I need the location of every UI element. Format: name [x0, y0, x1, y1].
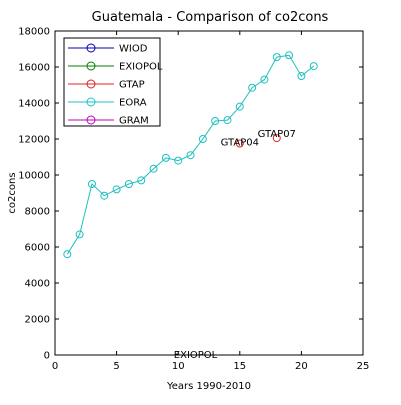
data-point-eora [272, 53, 281, 62]
y-tick-label: 16000 [18, 63, 50, 74]
x-tick-label: 25 [357, 361, 370, 372]
data-point-eora [174, 156, 183, 165]
legend-marker-eora [86, 97, 96, 107]
axis-ticks: 0 5 10 15 20 25 0 2000 4000 6000 8000 10000 12000 140… [18, 27, 369, 373]
annotation-label: EXIOPOL [174, 350, 218, 361]
legend: WIOD EXIOPOL GTAP EORA GRAM [63, 37, 163, 127]
data-point-eora [297, 72, 306, 80]
legend-label-gtap: GTAP [119, 80, 145, 91]
data-point-eora [112, 185, 121, 194]
legend-label-wiod: WIOD [119, 44, 148, 55]
y-tick-label: 6000 [25, 243, 50, 254]
chart-title: Guatemala - Comparison of co2cons [92, 10, 329, 25]
series-gtap [235, 134, 281, 148]
annotation-label: GTAP07 [258, 129, 296, 140]
data-point-eora [75, 230, 84, 239]
legend-marker-gtap [86, 79, 96, 89]
legend-marker-exiopol [86, 61, 96, 71]
data-point-eora [309, 62, 318, 71]
data-point-eora [211, 117, 220, 125]
series-eora [63, 51, 318, 259]
data-point-eora [285, 51, 294, 60]
y-tick-label: 14000 [18, 99, 50, 110]
x-tick-label: 10 [172, 361, 185, 372]
data-point-eora [87, 180, 96, 188]
legend-box [63, 37, 161, 127]
y-tick-label: 4000 [25, 279, 50, 290]
series-layer [63, 51, 318, 259]
data-point-eora [186, 151, 195, 160]
legend-label-gram: GRAM [119, 116, 149, 127]
data-point-eora [223, 116, 232, 125]
legend-marker-wiod [86, 43, 96, 53]
x-tick-label: 15 [233, 361, 246, 372]
data-point-eora [161, 153, 170, 162]
x-tick-label: 0 [52, 361, 58, 372]
data-point-eora [124, 180, 133, 188]
legend-label-exiopol: EXIOPOL [119, 62, 163, 73]
data-point-eora [63, 250, 72, 259]
data-point-eora [260, 75, 269, 84]
annotation-label: GTAP04 [221, 138, 259, 149]
y-axis-label: co2cons [7, 172, 18, 213]
data-point-eora [198, 135, 207, 143]
y-tick-label: 8000 [25, 207, 50, 218]
legend-label-eora: EORA [119, 98, 147, 109]
y-tick-label: 10000 [18, 171, 50, 182]
series-line-eora [66, 54, 315, 255]
plot-area [54, 30, 364, 356]
y-tick-label: 0 [44, 351, 50, 362]
x-tick-label: 5 [113, 361, 119, 372]
data-point-gtap [235, 139, 244, 148]
data-point-eora [235, 102, 244, 111]
legend-marker-gram [86, 115, 96, 125]
data-point-eora [248, 83, 257, 92]
y-tick-label: 12000 [18, 135, 50, 146]
data-point-eora [100, 191, 109, 200]
y-tick-label: 2000 [25, 315, 50, 326]
y-tick-label: 18000 [18, 27, 50, 38]
data-point-eora [149, 164, 158, 173]
x-axis-label: Years 1990-2010 [166, 381, 251, 392]
x-tick-label: 20 [295, 361, 308, 372]
data-point-eora [137, 176, 146, 185]
data-point-gtap [272, 134, 281, 143]
